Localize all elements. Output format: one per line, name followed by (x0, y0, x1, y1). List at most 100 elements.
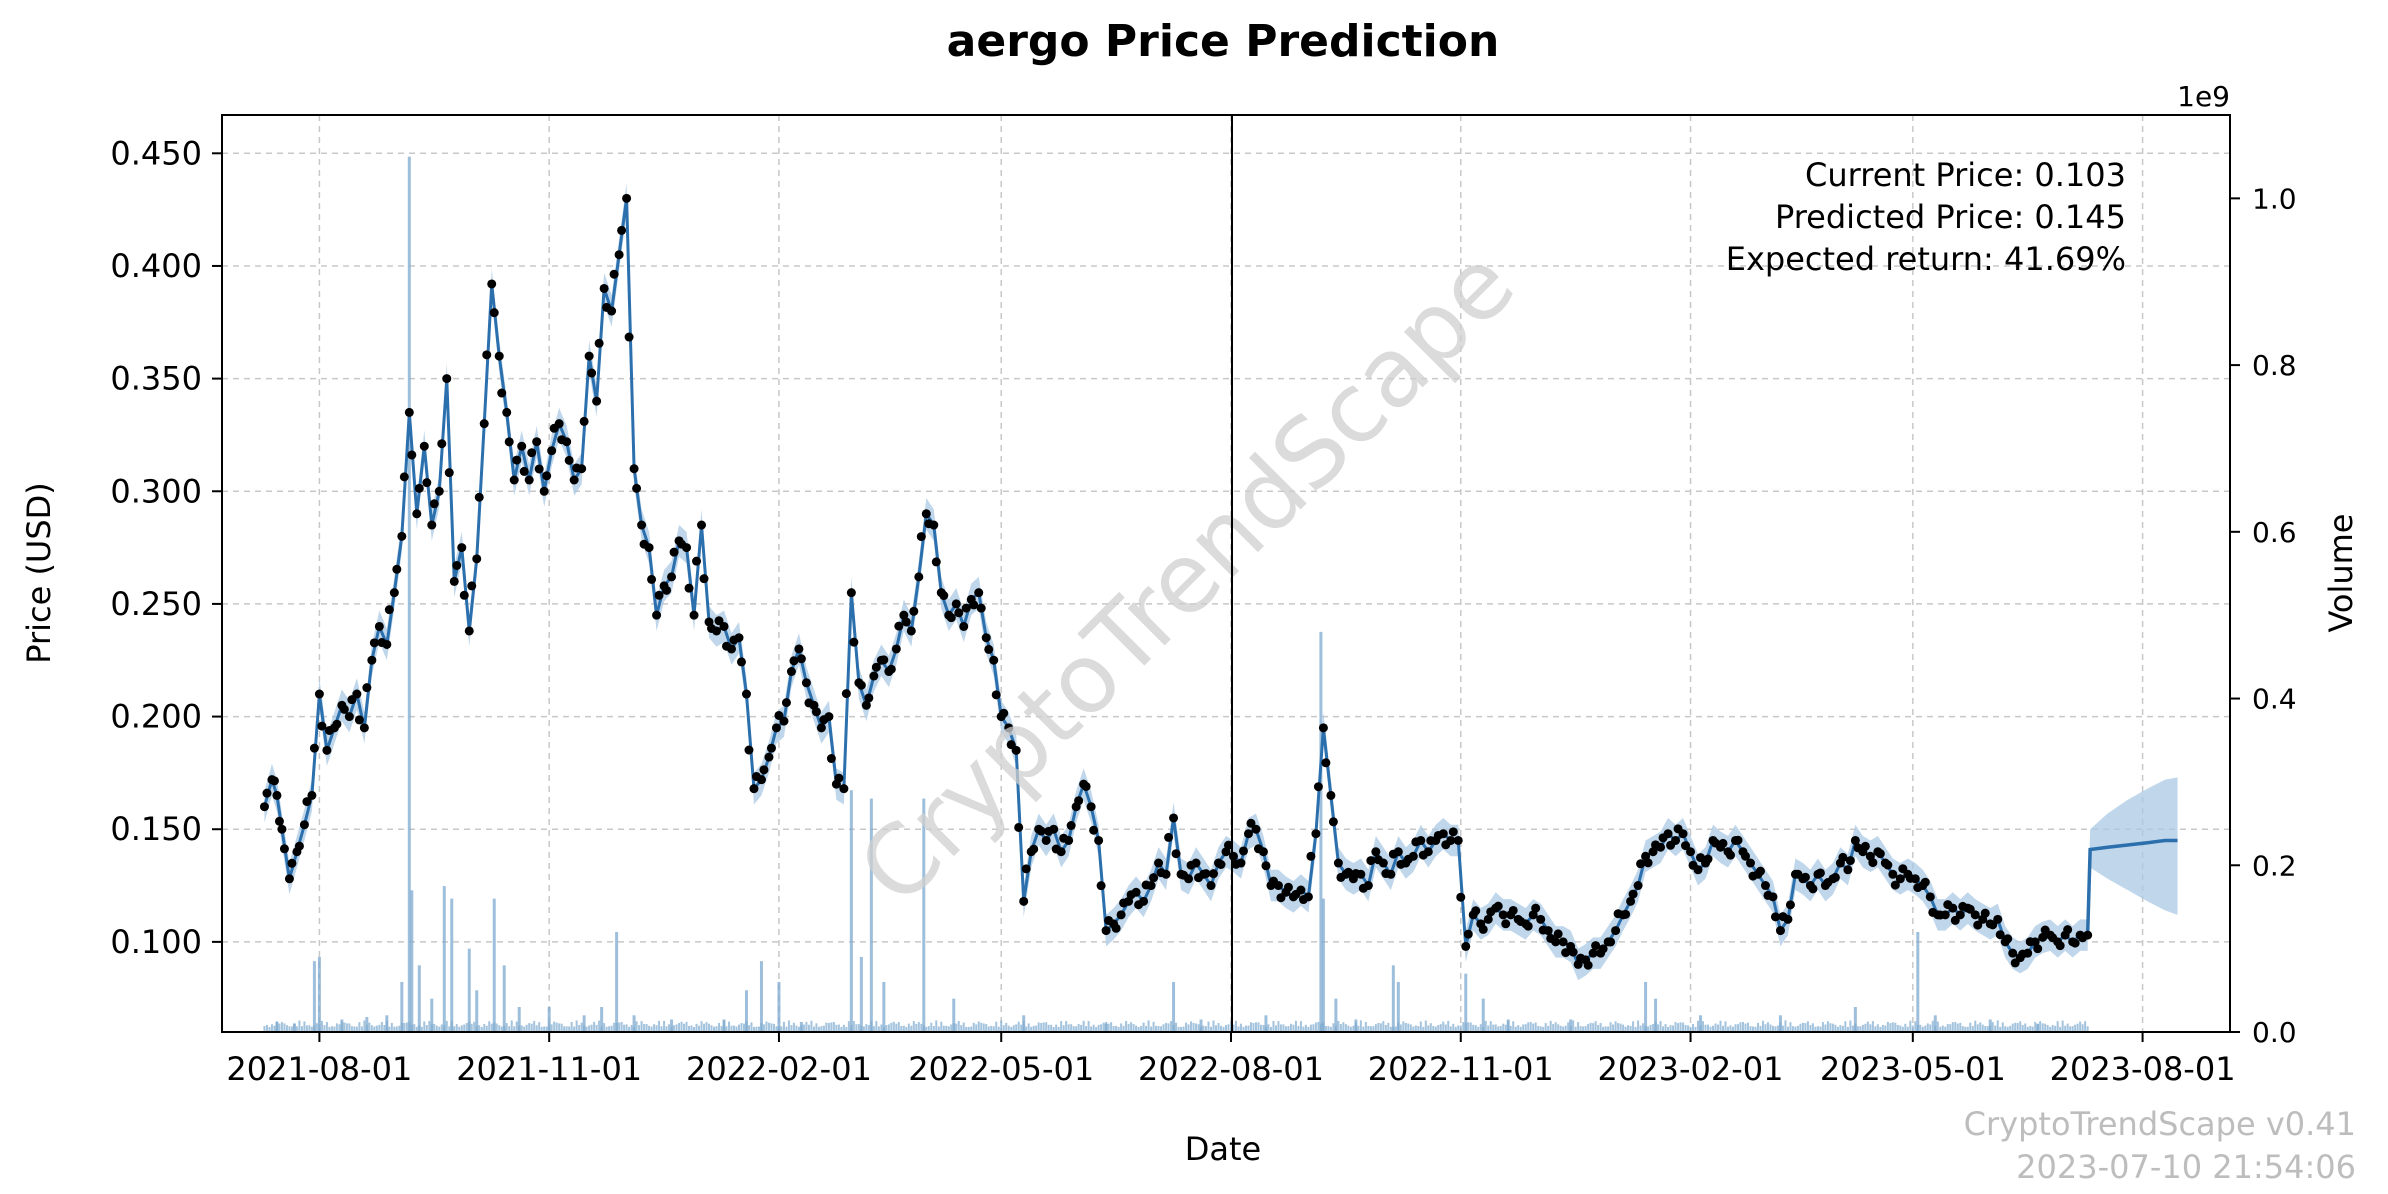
volume-bar (1509, 1025, 1512, 1032)
volume-bar (1552, 1024, 1555, 1032)
volume-bar (1259, 1024, 1262, 1032)
volume-bar (295, 1026, 298, 1032)
price-point (419, 441, 429, 451)
plot-frame (221, 114, 1233, 1033)
volume-bar (970, 1026, 973, 1032)
volume-bar (1814, 1026, 1817, 1032)
price-point (279, 844, 289, 854)
price-point (384, 605, 394, 615)
volume-bar (1279, 1024, 1282, 1032)
volume-spike (502, 965, 506, 1032)
price-point (1733, 835, 1743, 845)
volume-bar (1774, 1026, 1777, 1032)
volume-bar (1155, 1025, 1158, 1032)
price-point (794, 644, 804, 654)
volume-bar (1647, 1026, 1650, 1032)
volume-bar (1000, 1020, 1003, 1032)
volume-bar (807, 1024, 810, 1032)
price-point (1483, 914, 1493, 924)
volume-bar (555, 1022, 558, 1032)
volume-bar (1849, 1020, 1852, 1032)
volume-bar (767, 1022, 770, 1032)
price-point (914, 572, 924, 582)
volume-spike (1464, 973, 1468, 1032)
volume-bar (1182, 1026, 1185, 1032)
volume-bar (1025, 1026, 1028, 1032)
prediction-band (2087, 777, 2178, 949)
volume-bar (1996, 1020, 1999, 1032)
volume-bar (1896, 1024, 1899, 1032)
volume-bar (1692, 1023, 1695, 1032)
volume-bar (678, 1022, 681, 1032)
volume-spike (1022, 1015, 1026, 1032)
price-point (1318, 723, 1328, 733)
price-point (1591, 941, 1601, 951)
price-point (849, 637, 859, 647)
volume-bar (817, 1026, 820, 1032)
volume-bar (1210, 1026, 1213, 1032)
price-point (1883, 860, 1893, 870)
price-point (307, 790, 317, 800)
volume-bar (1764, 1024, 1767, 1032)
volume-bar (403, 1022, 406, 1032)
volume-bar (1866, 1021, 1869, 1032)
volume-bar (435, 1025, 438, 1032)
x-tick-label: 2022-02-01 (686, 1050, 872, 1088)
price-point (1693, 865, 1703, 875)
volume-spike (1481, 998, 1485, 1032)
price-point (1146, 881, 1156, 891)
y-tick-label: 0.100 (110, 923, 202, 961)
volume-bar (2039, 1021, 2042, 1032)
volume-bar (875, 1020, 878, 1032)
x-tick-label: 2022-11-01 (1368, 1050, 1554, 1088)
price-point (579, 416, 589, 426)
volume-spike (2036, 1023, 2040, 1032)
volume-bar (1042, 1022, 1045, 1032)
volume-bar (865, 1024, 868, 1032)
price-point (1718, 838, 1728, 848)
volume-bar (1687, 1025, 1690, 1032)
volume-bar (1532, 1023, 1535, 1032)
volume-bar (772, 1023, 775, 1032)
volume-bar (810, 1020, 813, 1032)
volume-bar (560, 1023, 563, 1032)
volume-bar (1961, 1026, 1964, 1032)
volume-bar (1472, 1024, 1475, 1032)
volume-bar (1229, 1021, 1232, 1032)
volume-bar (732, 1025, 735, 1032)
price-point (981, 633, 991, 643)
price-point (1588, 948, 1598, 958)
volume-bar (730, 1025, 733, 1032)
volume-bar (1085, 1026, 1088, 1032)
price-point (756, 775, 766, 785)
price-point (1081, 781, 1091, 791)
price-point (1014, 822, 1024, 832)
volume-spike (1569, 1019, 1573, 1032)
volume-bar (1969, 1022, 1972, 1032)
price-point (1064, 835, 1074, 845)
volume-bar (1944, 1026, 1947, 1032)
volume-spike (1506, 1019, 1510, 1032)
volume-bar (977, 1021, 980, 1032)
volume-bar (832, 1022, 835, 1032)
price-point (472, 554, 482, 564)
price-point (1531, 903, 1541, 913)
footer-timestamp: 2023-07-10 21:54:06 (2016, 1148, 2356, 1186)
volume-bar (545, 1026, 548, 1032)
volume-bar (1684, 1024, 1687, 1032)
volume-bar (895, 1023, 898, 1032)
volume-bar (638, 1025, 641, 1032)
volume-bar (1249, 1022, 1252, 1032)
volume-bar (1160, 1026, 1163, 1032)
volume-bar (1736, 1024, 1739, 1032)
price-point (1094, 835, 1104, 845)
volume-bar (1439, 1024, 1442, 1032)
volume-bar (693, 1026, 696, 1032)
volume-bar (1549, 1020, 1552, 1032)
volume-spike (442, 886, 446, 1032)
volume-bar (1192, 1022, 1195, 1032)
volume-bar (1137, 1026, 1140, 1032)
volume-bar (2011, 1023, 2014, 1032)
price-point (262, 788, 272, 798)
volume-bar (727, 1021, 730, 1032)
